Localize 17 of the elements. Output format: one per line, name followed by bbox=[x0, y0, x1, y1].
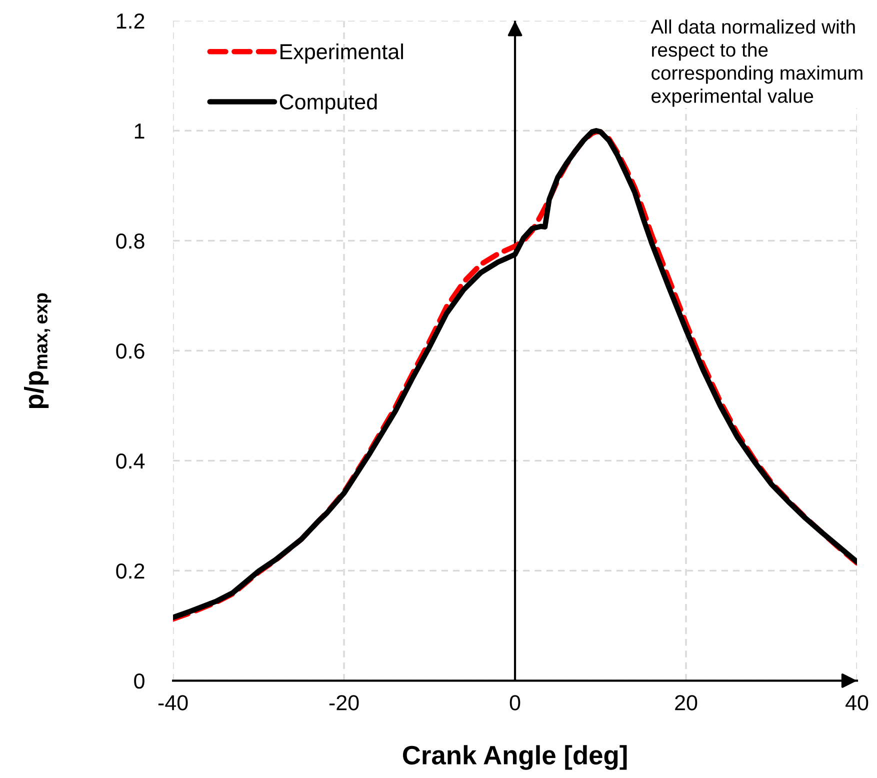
x-tick-label: -20 bbox=[329, 695, 359, 710]
x-tick-label: 20 bbox=[675, 695, 698, 710]
x-tick-label: -40 bbox=[158, 695, 188, 710]
y-tick-label: 1 bbox=[134, 124, 144, 138]
y-tick-label: 0.2 bbox=[116, 563, 144, 579]
legend-label: Experimental bbox=[280, 44, 403, 64]
x-tick-label: 0 bbox=[510, 695, 520, 710]
x-axis-title: Crank Angle [deg] bbox=[402, 745, 627, 770]
y-tick-label: 1.2 bbox=[116, 13, 144, 28]
y-tick-label: 0.6 bbox=[116, 343, 144, 359]
y-tick-label: 0 bbox=[134, 673, 144, 689]
x-tick-label: 40 bbox=[846, 695, 868, 710]
y-axis-title: p/p$_{max,exp}$ bbox=[24, 293, 52, 408]
y-tick-label: 0.4 bbox=[116, 453, 145, 469]
annotation: All data normalized with respect to the corresponding maximum experimental value bbox=[650, 19, 862, 107]
legend-label: Computed bbox=[280, 94, 377, 114]
y-tick-label: 0.8 bbox=[116, 233, 144, 249]
